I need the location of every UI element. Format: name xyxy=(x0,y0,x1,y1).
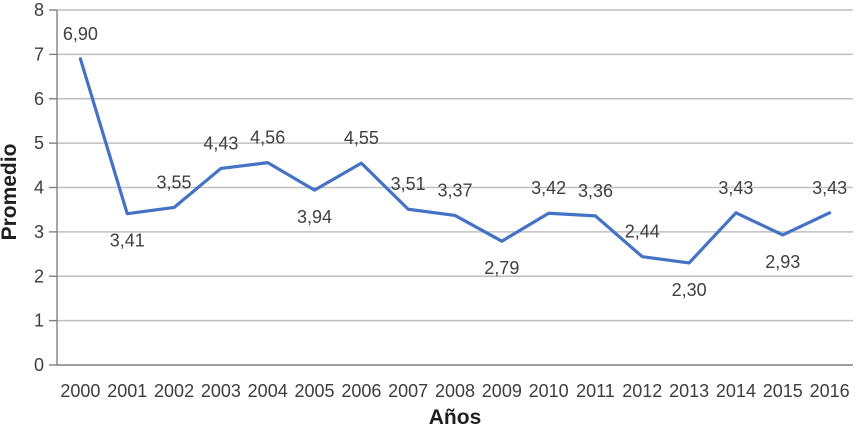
x-tick-label: 2006 xyxy=(341,381,381,401)
data-line xyxy=(78,57,832,265)
x-axis-title: Años xyxy=(429,406,482,429)
data-point-label: 4,55 xyxy=(344,128,379,148)
x-tick-label: 2014 xyxy=(716,381,756,401)
data-point-label: 2,79 xyxy=(484,258,519,278)
data-point-label: 6,90 xyxy=(63,24,98,44)
y-tick-label: 4 xyxy=(34,178,44,198)
x-tick-label: 2011 xyxy=(576,381,615,401)
x-tick-label: 2002 xyxy=(154,381,194,401)
y-tick-label: 8 xyxy=(34,0,44,20)
data-point-label: 3,43 xyxy=(718,178,753,198)
data-series xyxy=(78,57,832,265)
x-tick-label: 2003 xyxy=(201,381,241,401)
x-tick-label: 2001 xyxy=(107,381,147,401)
y-tick-label: 3 xyxy=(34,222,44,242)
x-tick-label: 2007 xyxy=(388,381,428,401)
data-point-label: 3,41 xyxy=(110,231,145,251)
data-point-label: 3,55 xyxy=(157,172,192,192)
data-point-label: 3,42 xyxy=(531,178,566,198)
y-tick-label: 1 xyxy=(34,311,44,331)
gridlines xyxy=(57,9,853,322)
data-point-label: 3,43 xyxy=(812,178,847,198)
x-tick-label: 2012 xyxy=(622,381,662,401)
x-tick-label: 2015 xyxy=(763,381,803,401)
y-tick-label: 6 xyxy=(34,89,44,109)
data-point-label: 4,56 xyxy=(250,128,285,148)
y-tick-label: 2 xyxy=(34,266,44,286)
x-tick-label: 2010 xyxy=(529,381,569,401)
x-tick-label: 2000 xyxy=(60,381,100,401)
data-point-label: 3,37 xyxy=(437,180,472,200)
data-point-label: 2,93 xyxy=(765,252,800,272)
y-tick-label: 0 xyxy=(34,355,44,375)
data-labels: 6,90 3,41 3,55 4,43 4,56 3,94 4,55 3,51 3,37 2,79… xyxy=(63,24,847,300)
data-point-label: 2,44 xyxy=(625,222,660,242)
data-point-label: 4,43 xyxy=(203,133,238,153)
x-tick-label: 2008 xyxy=(435,381,475,401)
x-tick-label: 2009 xyxy=(482,381,522,401)
x-tick-label: 2013 xyxy=(669,381,709,401)
y-tick-label: 5 xyxy=(34,133,44,153)
x-tick-label: 2005 xyxy=(295,381,335,401)
x-axis-ticks: 2000 2001 2002 2003 2004 2005 2006 2007 2008 2009… xyxy=(60,381,849,401)
data-point-label: 2,30 xyxy=(672,280,707,300)
data-point-label: 3,36 xyxy=(578,181,613,201)
y-tick-label: 7 xyxy=(34,44,44,64)
x-tick-label: 2016 xyxy=(810,381,850,401)
data-point-label: 3,94 xyxy=(297,207,332,227)
y-axis-title: Promedio xyxy=(0,144,21,241)
data-point-label: 3,51 xyxy=(391,174,426,194)
y-axis-ticks: 0 1 2 3 4 5 6 7 8 xyxy=(34,0,57,375)
x-tick-label: 2004 xyxy=(248,381,288,401)
